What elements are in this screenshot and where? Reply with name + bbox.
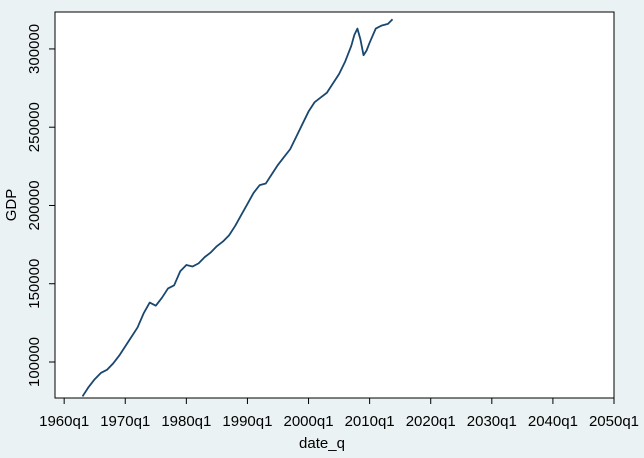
plot-area	[54, 11, 615, 399]
x-tick-label: 2000q1	[284, 413, 334, 430]
data-line	[81, 18, 394, 397]
x-tick-label: 1960q1	[39, 413, 89, 430]
x-tick-label: 2050q1	[589, 413, 639, 430]
x-tick-label: 1990q1	[222, 413, 272, 430]
y-axis-title: GDP	[3, 189, 20, 222]
x-tick-label: 2030q1	[467, 413, 517, 430]
y-tick-label: 250000	[26, 102, 43, 152]
y-tick-label: 300000	[26, 24, 43, 74]
y-tick-label: 150000	[26, 259, 43, 309]
y-tick-label: 200000	[26, 180, 43, 230]
x-tick-label: 2040q1	[528, 413, 578, 430]
x-axis-title: date_q	[299, 435, 345, 452]
x-tick-label: 2020q1	[406, 413, 456, 430]
x-tick-label: 1980q1	[161, 413, 211, 430]
y-tick-label: 100000	[26, 337, 43, 387]
x-tick-label: 1970q1	[100, 413, 150, 430]
x-tick-label: 2010q1	[345, 413, 395, 430]
